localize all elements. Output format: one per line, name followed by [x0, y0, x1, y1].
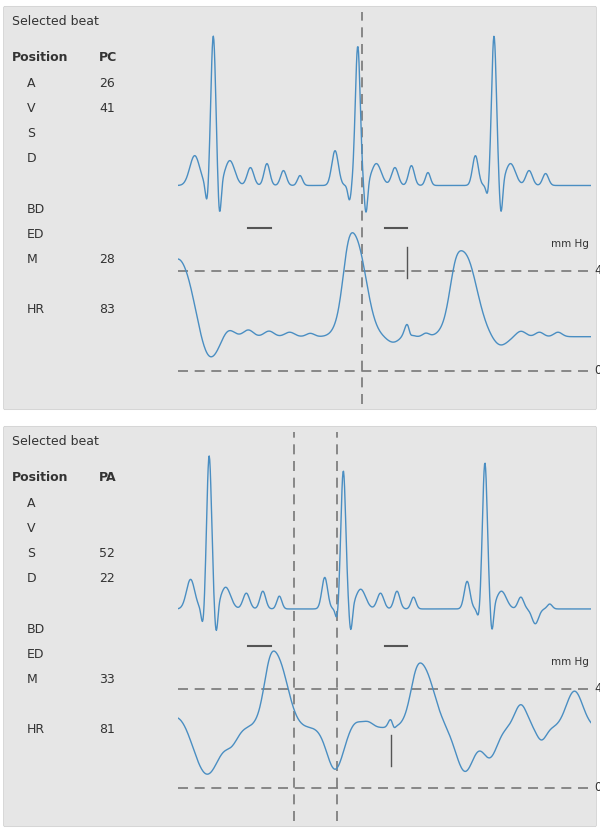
Text: mm Hg: mm Hg: [551, 657, 589, 667]
Text: A: A: [27, 498, 35, 510]
Text: V: V: [27, 523, 35, 535]
Text: HR: HR: [27, 723, 45, 736]
Text: 41: 41: [99, 103, 115, 115]
Text: mm Hg: mm Hg: [551, 239, 589, 249]
Text: PC: PC: [99, 52, 117, 64]
Text: V: V: [27, 103, 35, 115]
Text: BD: BD: [27, 623, 45, 635]
Text: 40: 40: [595, 264, 600, 277]
Text: ED: ED: [27, 228, 44, 240]
Text: S: S: [27, 548, 35, 560]
Text: BD: BD: [27, 203, 45, 215]
Text: 22: 22: [99, 573, 115, 585]
Text: D: D: [27, 573, 37, 585]
Text: 0: 0: [595, 364, 600, 377]
Text: 0: 0: [595, 782, 600, 794]
Text: 28: 28: [99, 253, 115, 266]
Text: D: D: [27, 153, 37, 165]
Text: Selected beat: Selected beat: [12, 15, 99, 28]
Text: Selected beat: Selected beat: [12, 435, 99, 448]
Text: HR: HR: [27, 303, 45, 316]
Text: 26: 26: [99, 78, 115, 90]
Text: 33: 33: [99, 673, 115, 686]
Text: 52: 52: [99, 548, 115, 560]
Text: 81: 81: [99, 723, 115, 736]
Text: Position: Position: [12, 472, 68, 484]
Text: Position: Position: [12, 52, 68, 64]
Text: M: M: [27, 253, 38, 266]
Text: A: A: [27, 78, 35, 90]
Text: 40: 40: [595, 682, 600, 696]
Text: PA: PA: [99, 472, 116, 484]
Text: 83: 83: [99, 303, 115, 316]
Text: S: S: [27, 128, 35, 140]
Text: M: M: [27, 673, 38, 686]
Text: ED: ED: [27, 648, 44, 660]
